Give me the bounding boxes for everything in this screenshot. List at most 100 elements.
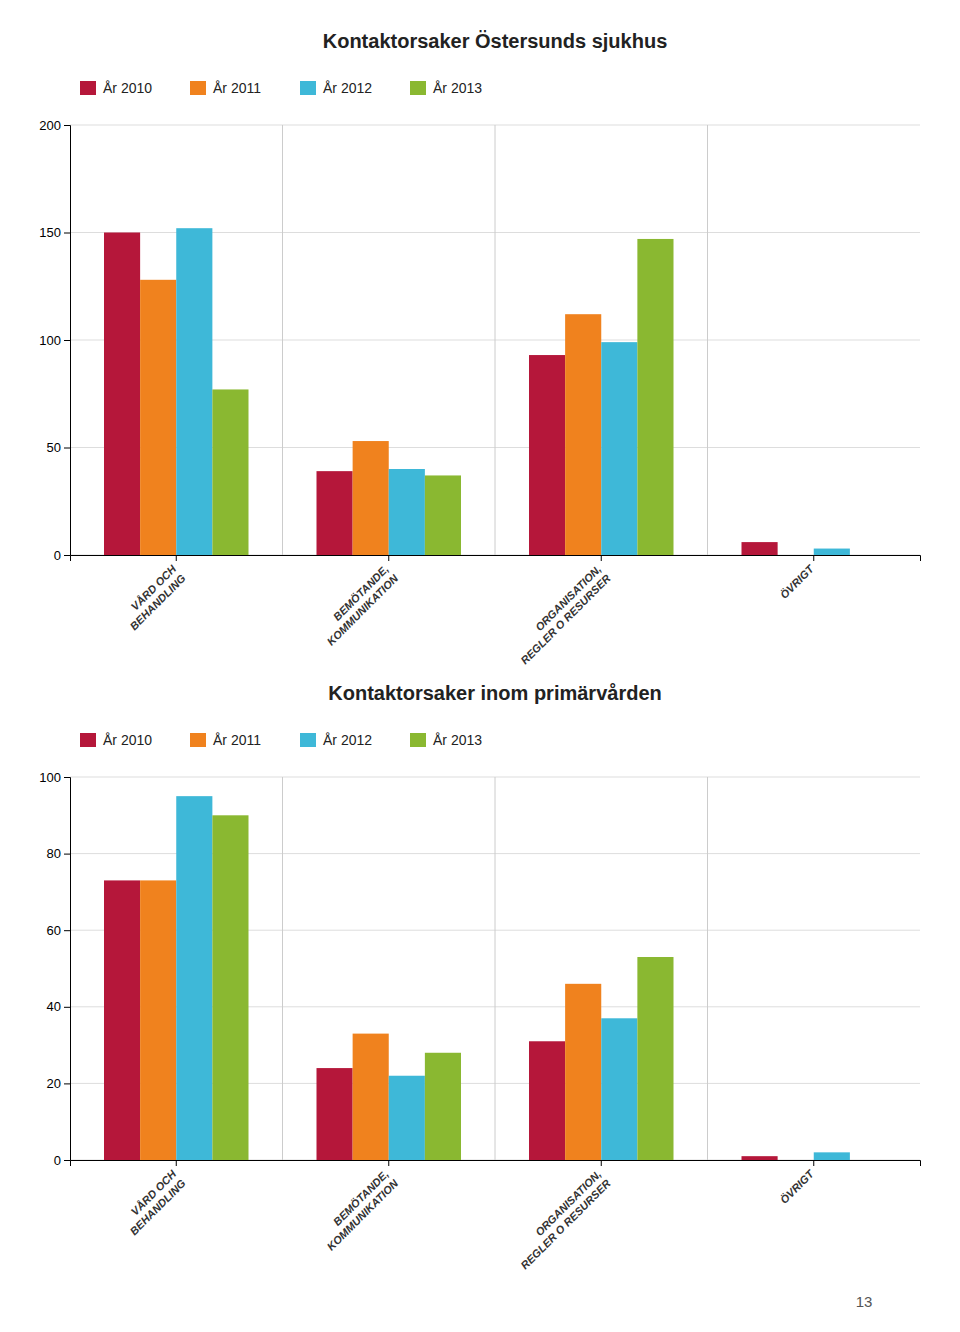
tick-label: 100 xyxy=(39,333,61,348)
group-separator xyxy=(495,777,496,1160)
tick-label: 100 xyxy=(39,770,61,785)
bar xyxy=(529,355,565,555)
series xyxy=(212,239,673,555)
legend-label: År 2010 xyxy=(103,80,152,96)
group-separator xyxy=(282,777,283,1160)
legend-item: År 2012 xyxy=(300,80,372,96)
bar xyxy=(425,1053,461,1160)
tick-mark xyxy=(64,233,70,234)
tick: 150 xyxy=(39,225,70,240)
tick-label: VÅRD OCHBEHANDLING xyxy=(118,1167,188,1237)
legend-swatch xyxy=(410,733,426,747)
tick-mark xyxy=(64,1007,70,1008)
tick: 0 xyxy=(54,548,70,563)
tick: 60 xyxy=(47,923,70,938)
legend-swatch xyxy=(300,733,316,747)
bar xyxy=(742,542,778,555)
tick: VÅRD OCHBEHANDLING xyxy=(118,555,188,632)
group-separator xyxy=(495,125,496,555)
bar xyxy=(601,342,637,555)
bar xyxy=(317,471,353,555)
tick-mark xyxy=(64,555,70,556)
group-separator xyxy=(707,777,708,1160)
legend: År 2010 År 2011 År 2012 År 2013 xyxy=(80,80,482,96)
tick-label-line: REGLER O RESURSER xyxy=(518,1177,613,1272)
tick-mark xyxy=(601,555,602,561)
tick-mark xyxy=(64,1083,70,1084)
grid xyxy=(70,777,920,1160)
x-axis: VÅRD OCHBEHANDLING BEMÖTANDE,KOMMUNIKATIO… xyxy=(71,1160,921,1271)
bar xyxy=(212,815,248,1160)
x-axis: VÅRD OCHBEHANDLING BEMÖTANDE,KOMMUNIKATIO… xyxy=(71,555,921,666)
legend-swatch xyxy=(80,733,96,747)
tick-mark xyxy=(64,1160,70,1161)
axis-domain xyxy=(71,1161,921,1167)
legend-item: År 2010 xyxy=(80,732,152,748)
tick-label: BEMÖTANDE,KOMMUNIKATION xyxy=(315,1167,401,1253)
legend-swatch xyxy=(300,81,316,95)
tick: ORGANISATION,REGLER O RESURSER xyxy=(509,555,613,666)
bar xyxy=(389,469,425,555)
legend-item: År 2013 xyxy=(410,80,482,96)
bar xyxy=(850,1160,886,1161)
legend-label: År 2011 xyxy=(213,80,261,96)
bars xyxy=(104,796,850,1160)
bar xyxy=(850,555,886,556)
legend-item: År 2011 xyxy=(190,80,261,96)
group-separator xyxy=(282,125,283,555)
tick-label-line: BEHANDLING xyxy=(127,1177,188,1238)
bar xyxy=(140,280,176,555)
tick: 40 xyxy=(47,999,70,1014)
y-axis: 0 50 100 150 200 xyxy=(39,118,70,563)
tick: BEMÖTANDE,KOMMUNIKATION xyxy=(315,555,401,648)
tick-label-line: ÖVRIGT xyxy=(778,562,817,601)
group-separators xyxy=(283,777,708,1160)
tick-label: 20 xyxy=(47,1076,61,1091)
bars xyxy=(104,228,850,555)
bar xyxy=(565,984,601,1160)
tick-label: 40 xyxy=(47,999,61,1014)
bar xyxy=(353,441,389,555)
tick-label-line: ÖVRIGT xyxy=(778,1167,817,1206)
tick-label-line: KOMMUNIKATION xyxy=(324,1176,400,1252)
tick-mark xyxy=(64,930,70,931)
tick: BEMÖTANDE,KOMMUNIKATION xyxy=(315,1160,401,1253)
legend-label: År 2013 xyxy=(433,732,482,748)
tick-label-line: BEHANDLING xyxy=(127,572,188,633)
tick-mark xyxy=(388,1160,389,1166)
tick-label-line: REGLER O RESURSER xyxy=(518,572,613,667)
y-axis: 020406080100 xyxy=(39,770,70,1168)
legend-label: År 2011 xyxy=(213,732,261,748)
bar xyxy=(317,1068,353,1160)
page: Kontaktorsaker Östersunds sjukhusÅr 2010… xyxy=(0,0,960,1332)
legend-item: År 2013 xyxy=(410,732,482,748)
tick-label: VÅRD OCHBEHANDLING xyxy=(118,562,188,632)
tick-mark xyxy=(176,1160,177,1166)
legend-swatch xyxy=(80,81,96,95)
axis-domain xyxy=(64,778,71,1161)
legend-swatch xyxy=(190,81,206,95)
tick: ÖVRIGT xyxy=(778,555,817,601)
bar xyxy=(814,549,850,555)
bar xyxy=(565,314,601,555)
tick-label: 150 xyxy=(39,225,61,240)
tick-label: 60 xyxy=(47,923,61,938)
group-separators xyxy=(283,125,708,555)
tick-mark xyxy=(64,340,70,341)
tick-mark xyxy=(64,125,70,126)
legend-item: År 2010 xyxy=(80,80,152,96)
series xyxy=(176,796,850,1160)
tick-label: ORGANISATION,REGLER O RESURSER xyxy=(509,563,613,667)
tick-mark xyxy=(388,555,389,561)
tick-label: 0 xyxy=(54,548,61,563)
tick-label: 50 xyxy=(47,440,61,455)
legend-label: År 2012 xyxy=(323,732,372,748)
tick: 50 xyxy=(47,440,70,455)
chart: Kontaktorsaker inom primärvårdenÅr 2010Å… xyxy=(39,682,920,1310)
tick: 200 xyxy=(39,118,70,133)
tick-mark xyxy=(64,448,70,449)
chart: Kontaktorsaker Östersunds sjukhusÅr 2010… xyxy=(39,30,920,666)
tick-label: ORGANISATION,REGLER O RESURSER xyxy=(509,1168,613,1272)
tick-label: ÖVRIGT xyxy=(778,1167,817,1206)
legend-item: År 2012 xyxy=(300,732,372,748)
